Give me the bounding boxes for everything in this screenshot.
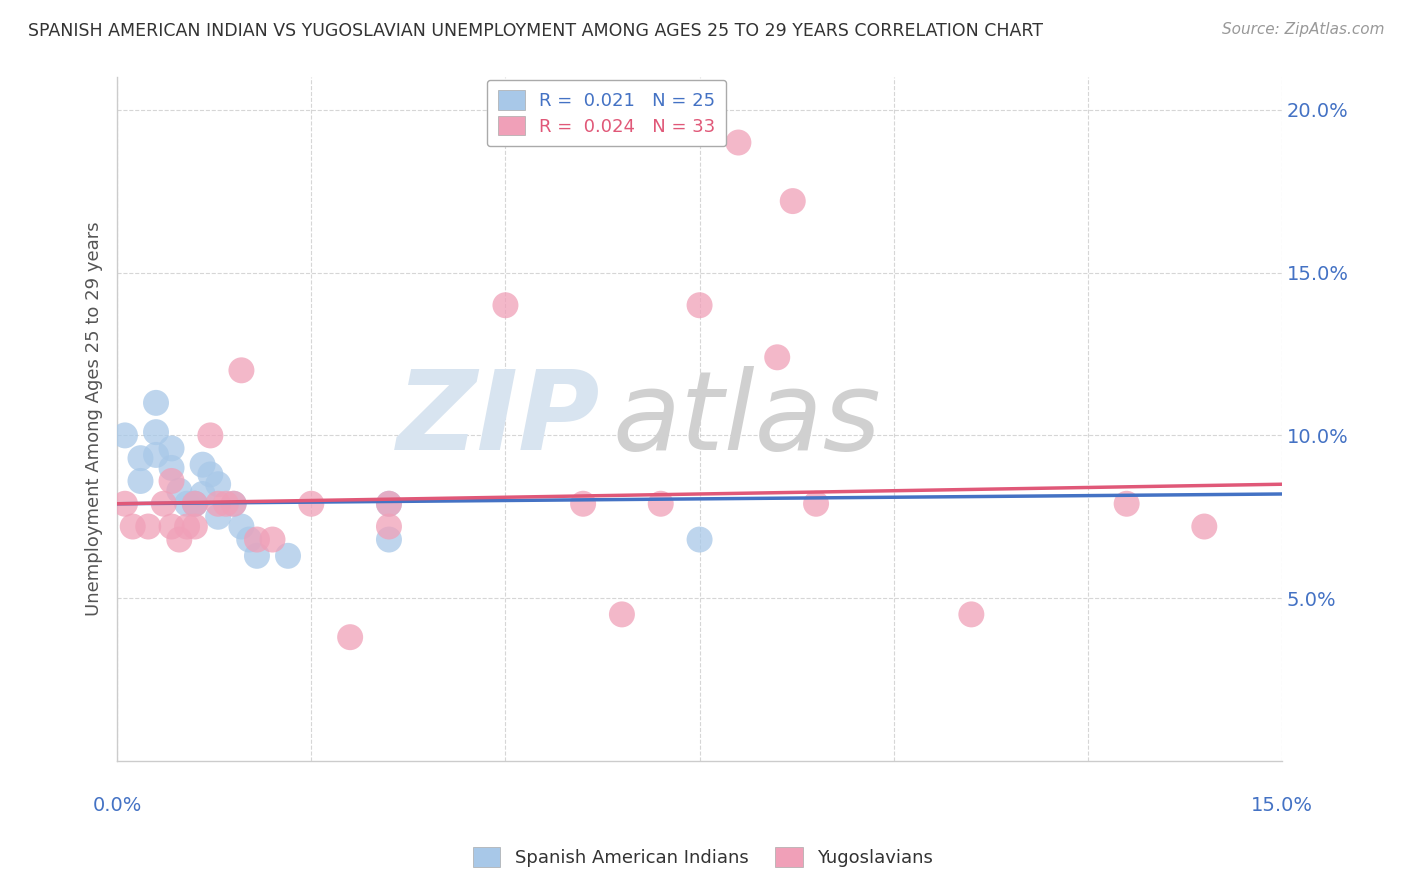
Point — [727, 136, 749, 150]
Point — [689, 298, 711, 312]
Point — [145, 448, 167, 462]
Point — [246, 533, 269, 547]
Point — [184, 497, 207, 511]
Point — [572, 497, 595, 511]
Text: 0.0%: 0.0% — [93, 796, 142, 814]
Point — [207, 509, 229, 524]
Point — [160, 442, 183, 456]
Point — [207, 497, 229, 511]
Point — [191, 487, 214, 501]
Point — [222, 497, 245, 511]
Point — [129, 451, 152, 466]
Point — [766, 351, 789, 365]
Point — [176, 497, 198, 511]
Point — [804, 497, 827, 511]
Point — [129, 474, 152, 488]
Point — [378, 497, 401, 511]
Point — [231, 519, 253, 533]
Text: ZIP: ZIP — [396, 366, 600, 473]
Legend: Spanish American Indians, Yugoslavians: Spanish American Indians, Yugoslavians — [465, 839, 941, 874]
Point — [1194, 519, 1216, 533]
Text: Source: ZipAtlas.com: Source: ZipAtlas.com — [1222, 22, 1385, 37]
Point — [136, 519, 159, 533]
Point — [145, 425, 167, 439]
Point — [231, 363, 253, 377]
Point — [238, 533, 260, 547]
Point — [114, 428, 136, 442]
Text: SPANISH AMERICAN INDIAN VS YUGOSLAVIAN UNEMPLOYMENT AMONG AGES 25 TO 29 YEARS CO: SPANISH AMERICAN INDIAN VS YUGOSLAVIAN U… — [28, 22, 1043, 40]
Point — [246, 549, 269, 563]
Point — [184, 497, 207, 511]
Point — [200, 467, 222, 482]
Point — [169, 483, 191, 498]
Text: 15.0%: 15.0% — [1251, 796, 1313, 814]
Point — [494, 298, 516, 312]
Point — [960, 607, 983, 622]
Point — [184, 519, 207, 533]
Point — [222, 497, 245, 511]
Text: atlas: atlas — [612, 366, 880, 473]
Point — [145, 396, 167, 410]
Point — [339, 630, 361, 644]
Point — [650, 497, 672, 511]
Point — [277, 549, 299, 563]
Point — [207, 477, 229, 491]
Point — [782, 194, 804, 208]
Point — [610, 607, 633, 622]
Point — [121, 519, 143, 533]
Point — [299, 497, 322, 511]
Point — [378, 533, 401, 547]
Point — [200, 428, 222, 442]
Point — [184, 497, 207, 511]
Legend: R =  0.021   N = 25, R =  0.024   N = 33: R = 0.021 N = 25, R = 0.024 N = 33 — [486, 79, 725, 146]
Point — [262, 533, 284, 547]
Point — [169, 533, 191, 547]
Point — [160, 474, 183, 488]
Point — [152, 497, 174, 511]
Y-axis label: Unemployment Among Ages 25 to 29 years: Unemployment Among Ages 25 to 29 years — [86, 222, 103, 616]
Point — [378, 519, 401, 533]
Point — [215, 497, 238, 511]
Point — [191, 458, 214, 472]
Point — [114, 497, 136, 511]
Point — [378, 497, 401, 511]
Point — [160, 461, 183, 475]
Point — [176, 519, 198, 533]
Point — [1115, 497, 1137, 511]
Point — [160, 519, 183, 533]
Point — [689, 533, 711, 547]
